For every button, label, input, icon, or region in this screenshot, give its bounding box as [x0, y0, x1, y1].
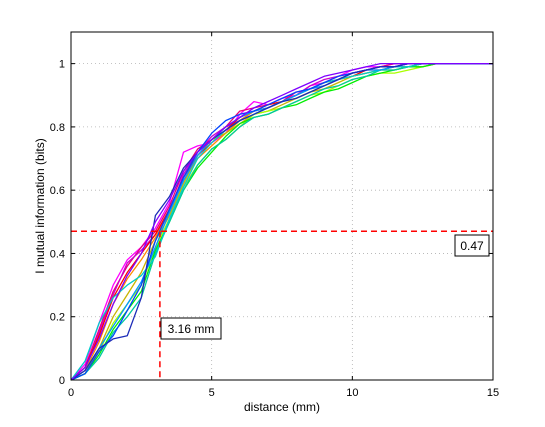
y-tick-label: 0: [59, 375, 65, 387]
series-lines: [70, 62, 493, 381]
y-tick-label: 0.2: [50, 312, 65, 324]
x-tick-label: 0: [68, 387, 74, 399]
y-axis-title: I mutual information (bits): [33, 138, 47, 273]
x-tick-label: 15: [487, 387, 499, 399]
annotation-x-value-text: 3.16 mm: [168, 322, 215, 336]
y-tick-label: 0.8: [50, 122, 65, 134]
annotation-x-value-box: [160, 317, 222, 340]
plot-area: [71, 32, 493, 380]
annotation-y-value-text: 0.47: [460, 239, 484, 253]
x-tick-label: 10: [346, 387, 358, 399]
axis-ticks: 0 5 10 15 0 0.2 0.4 0.6 0.8 1: [50, 32, 499, 399]
x-tick-label: 5: [209, 387, 215, 399]
annotation-y-value: 0.47: [454, 234, 490, 257]
y-tick-label: 0.4: [50, 248, 65, 260]
y-tick-label: 0.6: [50, 185, 65, 197]
x-axis-title: distance (mm): [244, 400, 320, 414]
y-tick-label: 1: [59, 59, 65, 71]
annotation-y-value-box: [454, 234, 490, 257]
reference-lines: [71, 230, 493, 380]
series-line-14: [70, 62, 493, 381]
annotation-x-value: 3.16 mm: [160, 317, 222, 340]
plot-frame: [70, 31, 494, 381]
